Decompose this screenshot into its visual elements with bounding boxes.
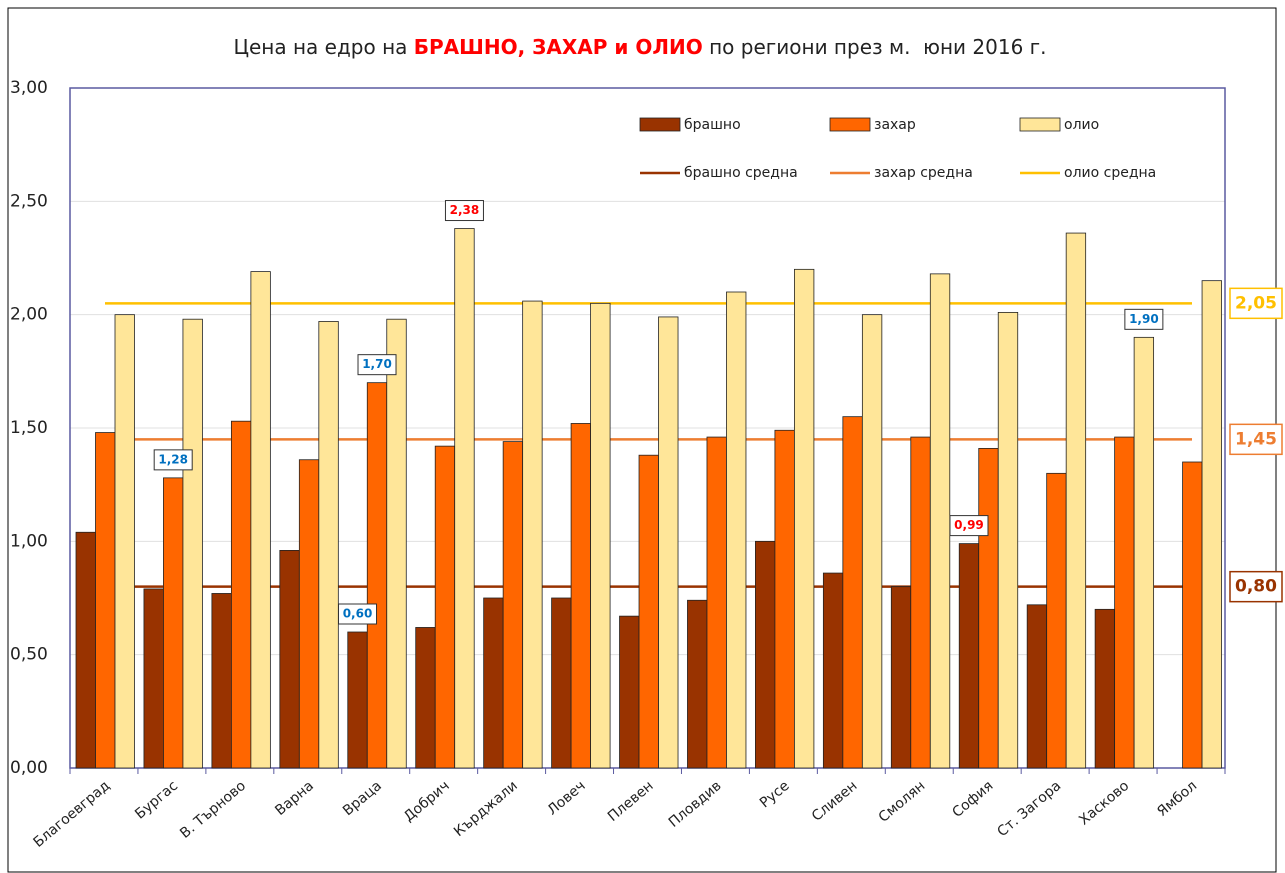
bar (958, 543, 980, 769)
bar (1133, 336, 1155, 769)
bar (347, 631, 368, 769)
data-label-box (444, 200, 484, 222)
legend-label: брашно средна (684, 165, 798, 181)
average-label-box (1229, 287, 1283, 320)
data-label: 1,70 (362, 357, 392, 371)
bar (590, 302, 611, 769)
data-label-box (949, 515, 989, 537)
bar (978, 447, 999, 769)
title-before: Цена на едро на (233, 35, 413, 59)
legend-label: олио (1064, 117, 1099, 133)
average-label: 1,45 (1235, 429, 1277, 449)
bar (726, 291, 747, 769)
data-label-box (357, 354, 397, 376)
data-label: 0,60 (343, 607, 373, 621)
bar (570, 423, 591, 769)
bar (318, 321, 339, 769)
legend-label: брашно (684, 117, 741, 133)
bar (522, 300, 543, 769)
bar (250, 271, 271, 769)
bar (95, 432, 116, 769)
y-tick-label: 2,00 (10, 305, 48, 325)
y-tick-label: 1,00 (10, 531, 48, 551)
bar (230, 420, 252, 769)
bar (1065, 232, 1087, 769)
bar (658, 316, 679, 769)
data-label: 1,90 (1129, 312, 1159, 326)
legend-swatch (1019, 117, 1061, 132)
bar (415, 627, 436, 769)
bar (551, 597, 572, 769)
y-tick-label: 0,00 (10, 758, 48, 778)
bar (861, 314, 883, 769)
bar (890, 586, 912, 769)
bar (638, 454, 659, 769)
legend-label: олио средна (1064, 165, 1156, 181)
bar (842, 416, 863, 769)
average-label-box (1229, 423, 1283, 456)
bar (1046, 472, 1067, 769)
data-label: 1,28 (158, 452, 188, 466)
bar (143, 588, 164, 769)
bar (75, 531, 96, 769)
bar (619, 615, 640, 769)
data-label-box (153, 449, 193, 471)
data-label: 0,99 (954, 518, 984, 532)
bar (454, 228, 475, 769)
bar (1114, 436, 1135, 769)
y-tick-label: 3,00 (10, 78, 48, 98)
y-tick-label: 1,50 (10, 418, 48, 438)
bar (114, 314, 135, 769)
bar (687, 599, 708, 769)
bar (1201, 280, 1222, 769)
bar (298, 459, 320, 769)
bar (929, 273, 951, 769)
bar (279, 550, 300, 769)
bar (434, 445, 456, 769)
bar (386, 318, 407, 769)
data-label-box (1124, 308, 1164, 330)
legend-swatch (829, 117, 871, 132)
title-highlight: БРАШНО, ЗАХАР и ОЛИО (414, 35, 703, 59)
bar (366, 382, 388, 769)
bar (1182, 461, 1203, 769)
bar (997, 311, 1019, 769)
bar (774, 429, 795, 769)
legend-swatch (639, 117, 681, 132)
bar (163, 477, 184, 769)
bar (910, 436, 931, 769)
bar (502, 441, 524, 769)
bar (1026, 604, 1048, 769)
legend-label: захар (874, 117, 916, 133)
bar (755, 540, 776, 769)
title-after: по региони през м. юни 2016 г. (703, 35, 1047, 59)
bar (211, 593, 232, 769)
legend-label: захар средна (874, 165, 973, 181)
data-label-box (338, 603, 378, 625)
data-label: 2,38 (450, 203, 480, 217)
bar (706, 436, 727, 769)
chart-title: Цена на едро на БРАШНО, ЗАХАР и ОЛИО по … (233, 35, 1046, 59)
average-label: 0,80 (1235, 577, 1277, 597)
y-tick-label: 0,50 (10, 645, 48, 665)
average-label: 2,05 (1235, 293, 1277, 313)
bar (1094, 608, 1116, 769)
bar (483, 597, 504, 769)
y-tick-label: 2,50 (10, 191, 48, 211)
bar (182, 318, 203, 769)
bar (822, 572, 844, 769)
bar (794, 268, 815, 769)
average-label-box (1229, 570, 1283, 603)
